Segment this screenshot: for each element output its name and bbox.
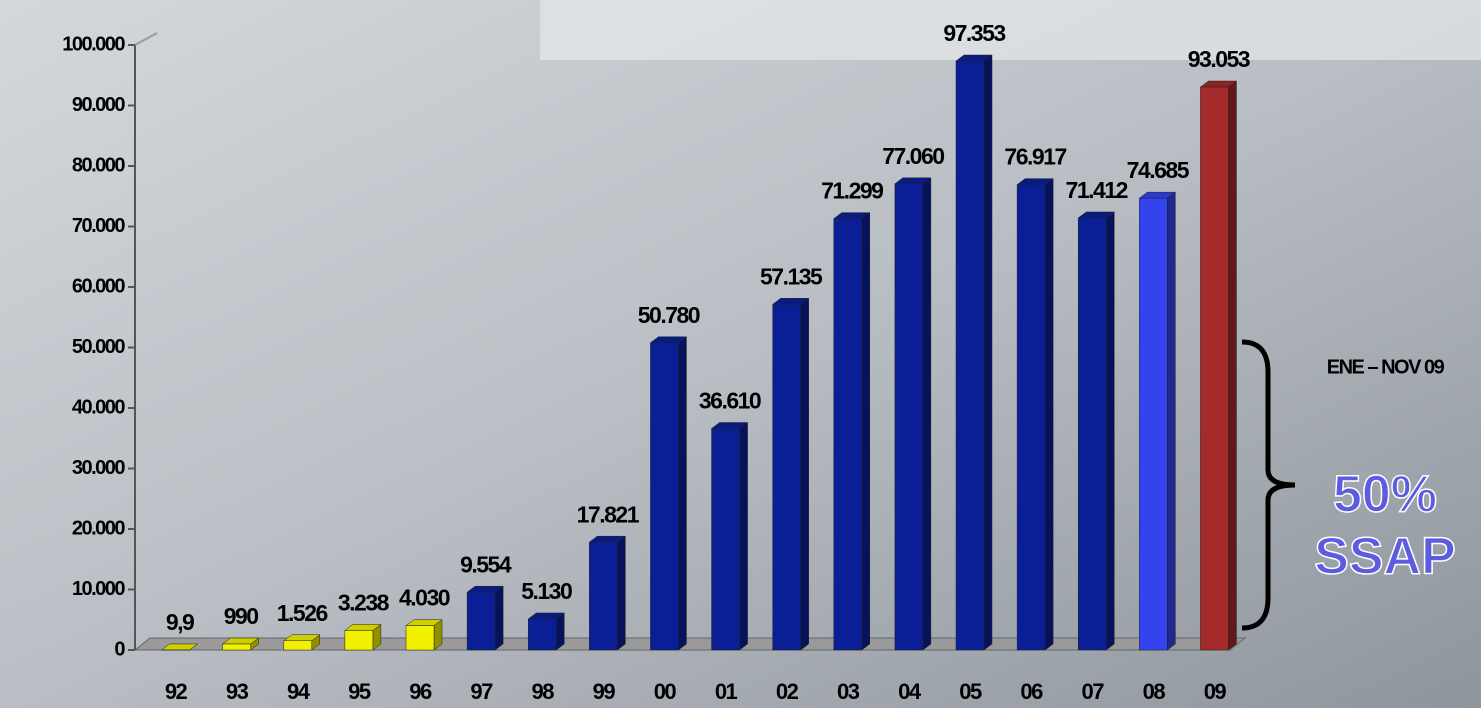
- bar-side: [1167, 192, 1175, 650]
- value-label: 57.135: [760, 263, 823, 289]
- bar: [773, 304, 801, 650]
- y-tick-label: 60.000: [72, 275, 126, 297]
- x-tick-label: 04: [898, 679, 922, 704]
- bar: [895, 184, 923, 650]
- y-tick-label: 80.000: [72, 154, 126, 176]
- bar-side: [495, 586, 503, 650]
- page: ENE – NOV 09 50% SSAP 0 10.000 20.000 30.00…: [0, 0, 1481, 708]
- y-tick-label: 90.000: [72, 94, 126, 116]
- bar-side: [740, 423, 748, 650]
- annotation-ssap: SSAP: [1314, 528, 1456, 586]
- background-balcony: [540, 0, 1481, 60]
- value-label: 9,9: [166, 609, 194, 635]
- value-label: 1.526: [277, 600, 328, 626]
- bar: [345, 630, 373, 650]
- x-tick-label: 93: [226, 679, 249, 704]
- bar: [712, 429, 740, 650]
- bar: [528, 619, 556, 650]
- x-tick-label: 95: [348, 679, 371, 704]
- bar-side: [678, 337, 686, 650]
- x-tick-label: 06: [1020, 679, 1043, 704]
- x-tick-label: 03: [837, 679, 860, 704]
- x-tick-label: 97: [470, 679, 493, 704]
- bar: [284, 641, 312, 650]
- value-label: 36.610: [699, 388, 761, 414]
- x-tick-label: 01: [715, 679, 738, 704]
- value-label: 4.030: [399, 585, 450, 611]
- bar: [1200, 87, 1228, 650]
- value-label: 93.053: [1188, 46, 1250, 72]
- value-label: 71.299: [821, 178, 883, 204]
- y-tick-label: 0: [114, 638, 125, 660]
- x-tick-label: 99: [593, 679, 616, 704]
- bar: [223, 644, 251, 650]
- bar-side: [862, 213, 870, 650]
- y-tick-label: 50.000: [72, 336, 126, 358]
- x-tick-label: 94: [287, 679, 311, 704]
- bar-side: [1106, 212, 1114, 650]
- chart: ENE – NOV 09 50% SSAP 0 10.000 20.000 30.00…: [0, 0, 1481, 708]
- bar: [1139, 198, 1167, 650]
- value-label: 97.353: [943, 20, 1005, 46]
- x-tick-label: 00: [654, 679, 677, 704]
- bar: [956, 61, 984, 650]
- y-tick-label: 20.000: [72, 517, 126, 539]
- value-label: 17.821: [577, 501, 640, 527]
- value-label: 5.130: [521, 578, 572, 604]
- bar: [589, 542, 617, 650]
- y-tick-label: 30.000: [72, 457, 126, 479]
- value-label: 76.917: [1004, 144, 1066, 170]
- value-label: 50.780: [638, 302, 700, 328]
- y-tick-label: 70.000: [72, 215, 126, 237]
- bar: [650, 343, 678, 650]
- annotation-period: ENE – NOV 09: [1327, 356, 1445, 378]
- x-tick-label: 05: [959, 679, 982, 704]
- bar: [467, 592, 495, 650]
- x-tick-label: 02: [776, 679, 799, 704]
- x-tick-label: 09: [1204, 679, 1227, 704]
- value-label: 3.238: [338, 589, 390, 615]
- bar-side: [984, 55, 992, 650]
- y-tick-label: 40.000: [72, 396, 126, 418]
- y-tick-label: 100.000: [62, 33, 125, 55]
- bar-side: [1228, 81, 1236, 650]
- bar-side: [923, 178, 931, 650]
- bar: [1017, 185, 1045, 650]
- bar: [1078, 218, 1106, 650]
- x-tick-label: 98: [531, 679, 554, 704]
- bar-side: [556, 613, 564, 650]
- value-label: 77.060: [882, 143, 944, 169]
- bar-side: [617, 536, 625, 650]
- annotation-percent: 50%: [1333, 466, 1437, 524]
- value-label: 74.685: [1127, 157, 1190, 183]
- bar: [406, 626, 434, 650]
- x-tick-label: 08: [1143, 679, 1166, 704]
- value-label: 9.554: [460, 551, 512, 577]
- bar-side: [1045, 179, 1053, 650]
- x-tick-label: 96: [409, 679, 432, 704]
- x-tick-label: 92: [165, 679, 188, 704]
- value-label: 71.412: [1066, 177, 1128, 203]
- y-tick-label: 10.000: [72, 578, 126, 600]
- x-tick-label: 07: [1081, 679, 1104, 704]
- bar-side: [801, 298, 809, 650]
- value-label: 990: [224, 603, 259, 629]
- bar: [834, 219, 862, 650]
